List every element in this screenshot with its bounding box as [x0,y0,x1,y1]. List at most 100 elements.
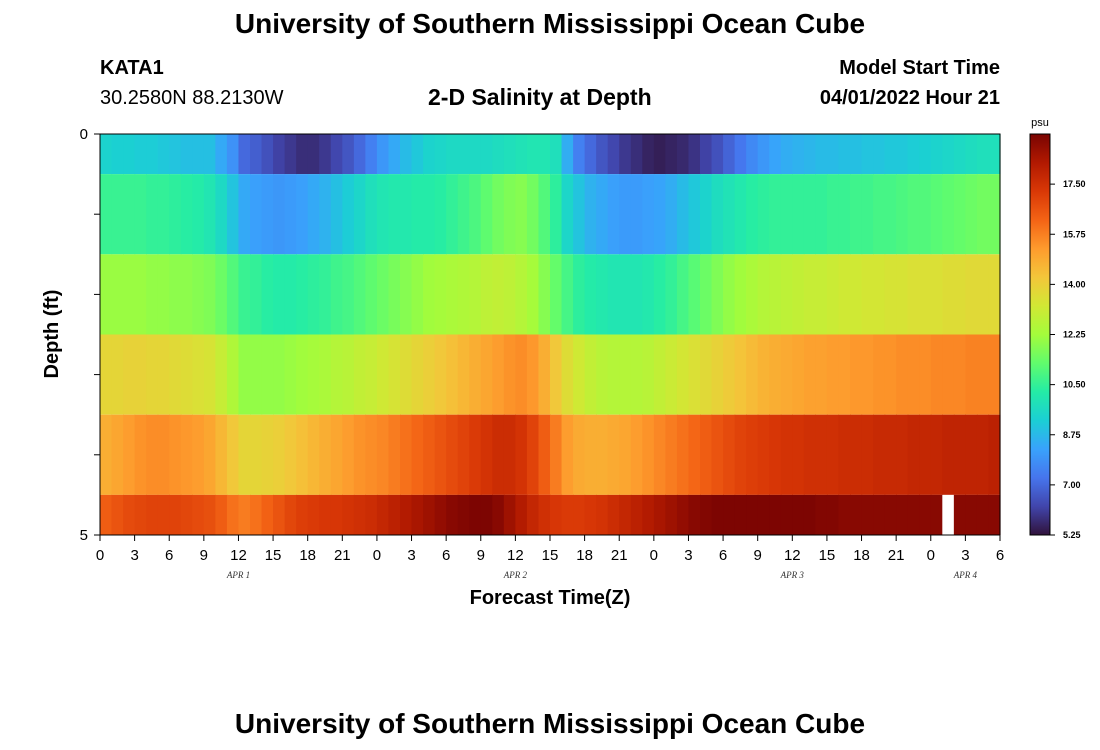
heatmap-cell [676,254,690,335]
heatmap-cell [630,254,643,335]
heatmap-cell [411,334,424,415]
heatmap-cell [434,134,447,175]
heatmap-cell [607,414,620,495]
y-tick-label: 5 [80,527,88,544]
heatmap-cells [100,134,1001,535]
heatmap-cell [665,334,678,415]
heatmap-cell [492,254,505,335]
heatmap-cell [965,174,978,255]
heatmap-cell [665,134,678,175]
heatmap-cell [469,414,482,495]
heatmap-cell [192,334,205,415]
heatmap-cell [930,334,943,415]
heatmap-cell [134,174,147,255]
heatmap-cell [653,414,666,495]
heatmap-cell [434,334,447,415]
heatmap-cell [526,254,540,335]
heatmap-cell [434,494,447,535]
footer-title: University of Southern Mississippi Ocean… [234,708,866,739]
heatmap-cell [469,334,482,415]
heatmap-cell [792,414,805,495]
colorbar-tick-label: 12.25 [1063,330,1086,340]
heatmap-cell [319,174,332,255]
heatmap-cell [284,174,297,255]
heatmap-cell [884,414,897,495]
heatmap-cell [330,174,343,255]
heatmap-cell [550,414,563,495]
heatmap-cell [342,494,355,535]
heatmap-cell [307,254,320,335]
chart-title: University of Southern Mississippi Ocean… [234,8,866,39]
heatmap-cell [676,414,690,495]
heatmap-cell [561,334,574,415]
heatmap-cell [711,134,724,175]
heatmap-cell [769,414,782,495]
chart-subtitle: 2-D Salinity at Depth [428,84,652,110]
heatmap-cell [550,134,563,175]
heatmap-cell [296,134,309,175]
colorbar-tick-label: 17.50 [1063,179,1086,189]
colorbar-bar [1029,133,1051,536]
heatmap-cell [919,174,932,255]
heatmap-cell [976,334,990,415]
heatmap-cell [365,414,378,495]
heatmap-cell [434,174,447,255]
heatmap-cell [803,254,816,335]
heatmap-cell [296,494,309,535]
heatmap-cell [353,254,366,335]
x-tick-label: 18 [299,547,316,564]
heatmap-cell [411,174,424,255]
heatmap-cell [676,494,690,535]
day-label: APR 2 [503,570,528,580]
heatmap-cell [942,174,955,255]
x-tick-label: 3 [130,547,138,564]
heatmap-cell [353,174,366,255]
heatmap-cell [780,174,793,255]
heatmap-cell [965,334,978,415]
heatmap-cell [180,494,193,535]
heatmap-cell [815,134,828,175]
heatmap-cell [746,414,759,495]
heatmap-cell [203,134,216,175]
heatmap-cell [446,134,459,175]
heatmap-cell [226,334,240,415]
heatmap-cell [273,494,286,535]
heatmap-cell [526,414,540,495]
heatmap-cell [769,494,782,535]
heatmap-cell [238,254,251,335]
heatmap-cell [111,414,124,495]
heatmap-cell [457,334,470,415]
heatmap-cell [157,414,170,495]
heatmap-cell [400,334,413,415]
heatmap-cell [815,334,828,415]
heatmap-cell [688,174,701,255]
heatmap-cell [400,494,413,535]
heatmap-cell [215,254,228,335]
heatmap-cell [861,494,874,535]
x-tick-label: 12 [784,547,801,564]
heatmap-cell [192,254,205,335]
heatmap-cell [907,334,920,415]
heatmap-cell [665,174,678,255]
heatmap-cell [896,334,909,415]
heatmap-cell [169,334,182,415]
heatmap-cell [907,254,920,335]
x-tick-label: 3 [407,547,415,564]
heatmap-cell [803,494,816,535]
heatmap-cell [953,334,966,415]
y-axis: 05 [80,126,100,544]
heatmap-cell [469,134,482,175]
heatmap-cell [688,334,701,415]
heatmap-cell [203,494,216,535]
heatmap-cell [769,174,782,255]
heatmap-cell [226,174,240,255]
heatmap-cell [746,254,759,335]
heatmap-cell [953,134,966,175]
heatmap-cell [642,414,655,495]
heatmap-cell [515,254,528,335]
heatmap-cell [653,494,666,535]
heatmap-cell [907,494,920,535]
heatmap-cell [330,254,343,335]
heatmap-cell [573,494,586,535]
heatmap-cell [930,134,943,175]
